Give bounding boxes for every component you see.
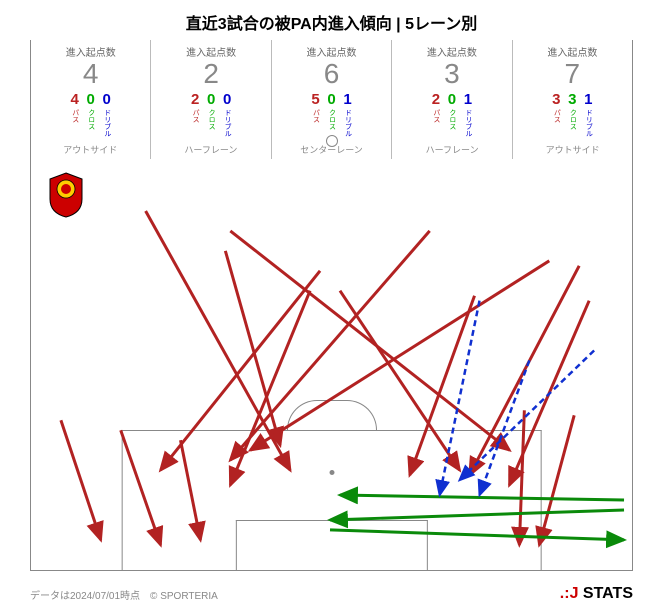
stat-breakdown: 3パス 3クロス 1ドリブル <box>513 92 632 137</box>
stat-total: 7 <box>513 59 632 90</box>
pitch-wrapper: アウトサイドハーフレーンセンターレーンハーフレーンアウトサイド <box>30 141 633 571</box>
pass-arrow <box>181 440 201 540</box>
pass-arrow <box>519 410 524 545</box>
lane-stat: 進入起点数 2 2パス 0クロス 0ドリブル <box>150 40 270 141</box>
stat-label: 進入起点数 <box>272 44 391 59</box>
jstats-logo: .:J STATS <box>560 585 633 603</box>
stat-label: 進入起点数 <box>513 44 632 59</box>
stat-total: 2 <box>151 59 270 90</box>
lane-stats-row: 進入起点数 4 4パス 0クロス 0ドリブル 進入起点数 2 2パス 0クロス … <box>30 40 633 141</box>
arrows-layer <box>31 141 632 570</box>
pass-arrow <box>250 261 549 450</box>
team-badge-icon <box>46 171 86 219</box>
stat-breakdown: 5パス 0クロス 1ドリブル <box>272 92 391 137</box>
stat-label: 進入起点数 <box>31 44 150 59</box>
lane-stat: 進入起点数 6 5パス 0クロス 1ドリブル <box>271 40 391 141</box>
pitch-field <box>30 141 633 571</box>
lane-stat: 進入起点数 3 2パス 0クロス 1ドリブル <box>391 40 511 141</box>
cross-arrow <box>340 495 624 500</box>
pass-arrow <box>539 415 574 545</box>
stat-breakdown: 4パス 0クロス 0ドリブル <box>31 92 150 137</box>
stat-total: 4 <box>31 59 150 90</box>
stat-breakdown: 2パス 0クロス 0ドリブル <box>151 92 270 137</box>
lane-stat: 進入起点数 4 4パス 0クロス 0ドリブル <box>31 40 150 141</box>
pass-arrow <box>61 420 101 540</box>
stat-total: 3 <box>392 59 511 90</box>
pass-arrow <box>121 430 161 545</box>
stat-breakdown: 2パス 0クロス 1ドリブル <box>392 92 511 137</box>
stat-label: 進入起点数 <box>392 44 511 59</box>
cross-arrow <box>330 530 624 540</box>
stat-total: 6 <box>272 59 391 90</box>
chart-title: 直近3試合の被PA内進入傾向 | 5レーン別 <box>0 0 663 40</box>
pass-arrow <box>230 291 310 485</box>
pass-arrow <box>225 251 280 445</box>
lane-stat: 進入起点数 7 3パス 3クロス 1ドリブル <box>512 40 632 141</box>
footer: データは2024/07/01時点 © SPORTERIA .:J STATS <box>30 585 633 603</box>
pass-arrow <box>410 295 475 474</box>
footer-credit: データは2024/07/01時点 © SPORTERIA <box>30 587 218 602</box>
cross-arrow <box>330 510 624 520</box>
stat-label: 進入起点数 <box>151 44 270 59</box>
pass-arrow <box>146 211 291 470</box>
